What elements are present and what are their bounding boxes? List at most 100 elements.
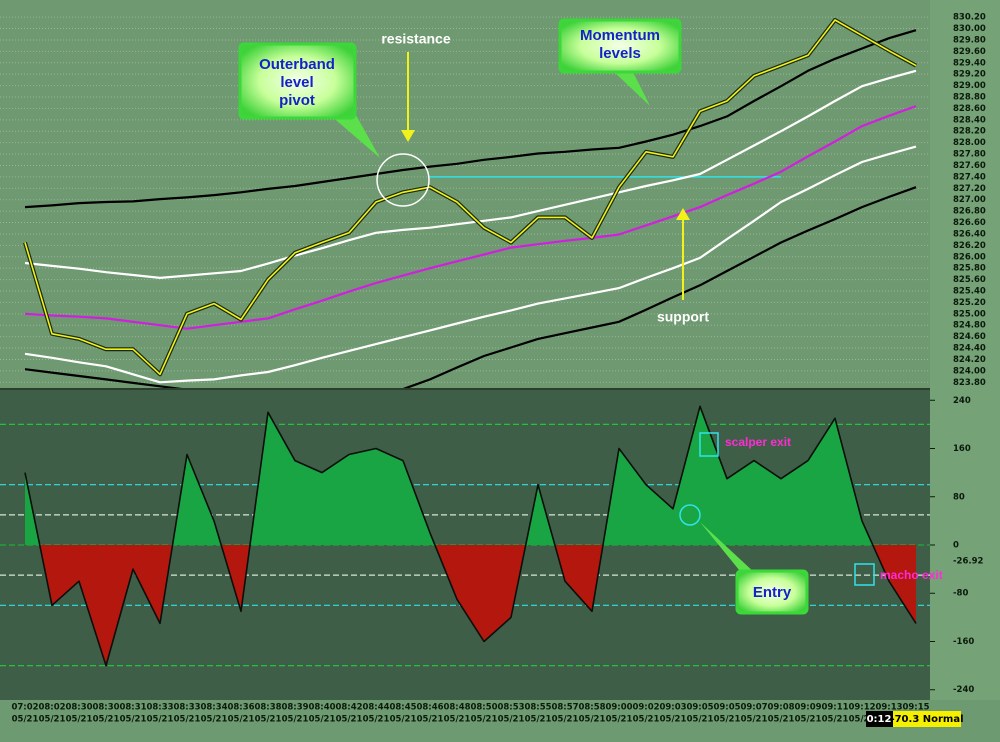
y-tick-label: -240 [953,685,974,695]
x-date-label: 05/21 [174,715,201,725]
x-tick-label: 07:02 [11,703,38,713]
band-line [24,186,917,388]
y-tick-label: 829.40 [953,58,986,68]
x-tick-label: 08:30 [65,703,92,713]
oscillator-area-positive [25,406,916,545]
y-tick-label: 829.80 [953,35,986,45]
x-date-label: 05/21 [120,715,147,725]
y-tick-label: 825.40 [953,287,986,297]
x-tick-label: 09:02 [632,703,659,713]
status-mode: -70.3 Normal [890,714,963,725]
oscillator [24,405,917,667]
x-tick-label: 08:46 [416,703,443,713]
y-tick-label: 827.00 [953,195,986,205]
x-date-label: 05/21 [849,715,876,725]
annotation: macho exit [880,568,943,582]
y-tick-label: 160 [953,444,971,454]
highlight-circle [376,153,430,207]
y-tick-label: 828.60 [953,104,986,114]
y-tick-label: -80 [953,589,968,599]
y-tick-label: 825.20 [953,298,986,308]
x-date-label: 05/21 [66,715,93,725]
x-tick-label: 08:45 [389,703,416,713]
x-date-label: 05/21 [417,715,444,725]
annotation: resistance [381,31,450,47]
band-line [24,145,917,384]
x-date-label: 05/21 [228,715,255,725]
x-date-label: 05/21 [255,715,282,725]
callout-box [735,569,809,615]
right-axis [930,0,1000,700]
band-line [24,69,917,279]
y-tick-label: 829.00 [953,81,986,91]
y-tick-label: 0 [953,541,959,551]
y-tick-label: 240 [953,396,971,406]
arrow-head [401,130,415,142]
callout-box [558,18,682,74]
x-date-label: 05/21 [444,715,471,725]
y-tick-label: 828.00 [953,138,986,148]
marker-box [854,563,875,586]
x-date-label: 05/21 [282,715,309,725]
x-tick-label: 09:08 [767,703,794,713]
y-tick-label: 824.00 [953,366,986,376]
x-date-label: 05/21 [471,715,498,725]
x-tick-label: 08:53 [497,703,524,713]
x-date-label: 05/21 [714,715,741,725]
x-tick-label: 08:48 [443,703,470,713]
y-tick-label: 829.60 [953,47,986,57]
y-tick-label: 829.20 [953,70,986,80]
callout-text: Momentum [580,27,660,44]
annotation: support [657,309,709,325]
y-tick-label: 824.60 [953,332,986,342]
x-tick-label: 08:36 [227,703,254,713]
x-date-label: 05/21 [93,715,120,725]
y-tick-label: 825.00 [953,309,986,319]
x-date-label: 05/21 [390,715,417,725]
y-tick-label: 824.20 [953,355,986,365]
x-date-label: 05/21 [363,715,390,725]
marker-box [699,432,719,457]
x-tick-label: 08:34 [200,703,227,713]
x-date-label: 05/21 [633,715,660,725]
callout-pointer [330,108,380,158]
status-mode-box [893,711,961,727]
y-tick-label: 830.00 [953,24,986,34]
y-tick-label: 830.20 [953,13,986,23]
y-tick-label: 827.40 [953,172,986,182]
plot [23,18,917,667]
price-line [24,19,917,376]
y-tick-label: 826.00 [953,252,986,262]
x-tick-label: 08:55 [524,703,551,713]
oscillator-line [24,405,917,667]
x-tick-label: 09:12 [848,703,875,713]
arrow-head [676,208,690,220]
x-tick-label: 09:03 [659,703,686,713]
price-lines [23,18,917,388]
x-tick-label: 09:09 [794,703,821,713]
x-tick-label: 08:02 [38,703,65,713]
x-tick-label: 08:58 [578,703,605,713]
x-tick-label: 08:39 [281,703,308,713]
x-tick-label: 08:40 [308,703,335,713]
y-tick-label: -160 [953,637,974,647]
x-date-label: 05/21 [579,715,606,725]
x-date-label: 05/21 [309,715,336,725]
x-date-label: 05/21 [498,715,525,725]
x-date-label: 05/21 [12,715,39,725]
y-tick-label: 825.80 [953,264,986,274]
y-tick-label: 826.40 [953,229,986,239]
callout-text: Entry [753,584,792,601]
annotation: scalper exit [725,435,791,449]
x-date-label: 05/21 [768,715,795,725]
callout-pointer [700,522,756,576]
x-date-label: 05/21 [336,715,363,725]
y-tick-label: 826.80 [953,207,986,217]
oscillator-area-negative [25,545,916,666]
y-tick-label: 80 [953,492,965,502]
callout-box [238,42,357,120]
x-date-label: 05/21 [147,715,174,725]
x-tick-label: 08:42 [335,703,362,713]
